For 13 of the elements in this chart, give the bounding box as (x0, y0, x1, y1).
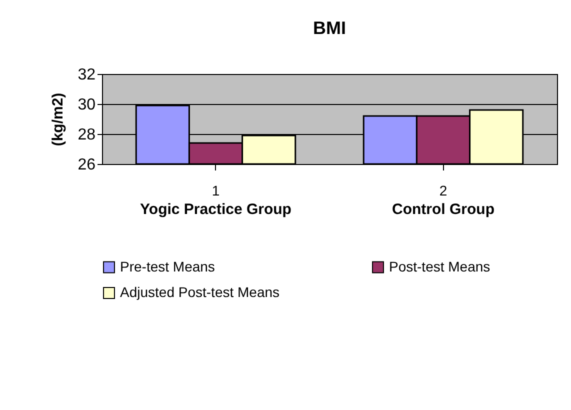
x-tick-label: 1 (212, 182, 220, 198)
legend-label: Pre-test Means (120, 258, 215, 274)
chart-title: BMI (313, 18, 346, 38)
x-tick-label: 2 (439, 182, 448, 198)
text: Control Group (392, 201, 494, 218)
legend-label: Adjusted Post-test Means (120, 284, 280, 300)
y-tick-label: 28 (78, 126, 96, 144)
y-tick-label: 30 (78, 96, 96, 114)
text: Yogic Practice Group (140, 201, 292, 218)
y-axis-title: (kg/m2) (50, 92, 67, 146)
legend-label: Post-test Means (389, 258, 490, 274)
y-tick-label: 26 (78, 156, 96, 174)
y-tick-label: 32 (78, 66, 96, 84)
